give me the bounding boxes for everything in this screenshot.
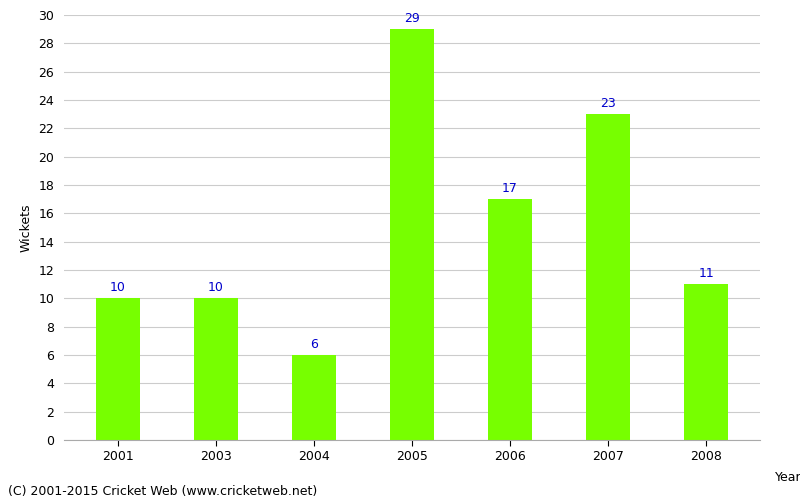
Bar [684,284,728,440]
Text: 17: 17 [502,182,518,195]
Text: 10: 10 [208,281,224,294]
Bar [96,298,140,440]
Bar [586,114,630,440]
Text: 10: 10 [110,281,126,294]
Text: 11: 11 [698,267,714,280]
Bar [488,199,532,440]
Text: (C) 2001-2015 Cricket Web (www.cricketweb.net): (C) 2001-2015 Cricket Web (www.cricketwe… [8,485,318,498]
Text: 6: 6 [310,338,318,351]
Bar [194,298,238,440]
Bar [390,29,434,440]
Text: Year: Year [775,470,800,484]
Text: 29: 29 [404,12,420,25]
Y-axis label: Wickets: Wickets [20,203,33,252]
Bar [292,355,336,440]
Text: 23: 23 [600,97,616,110]
